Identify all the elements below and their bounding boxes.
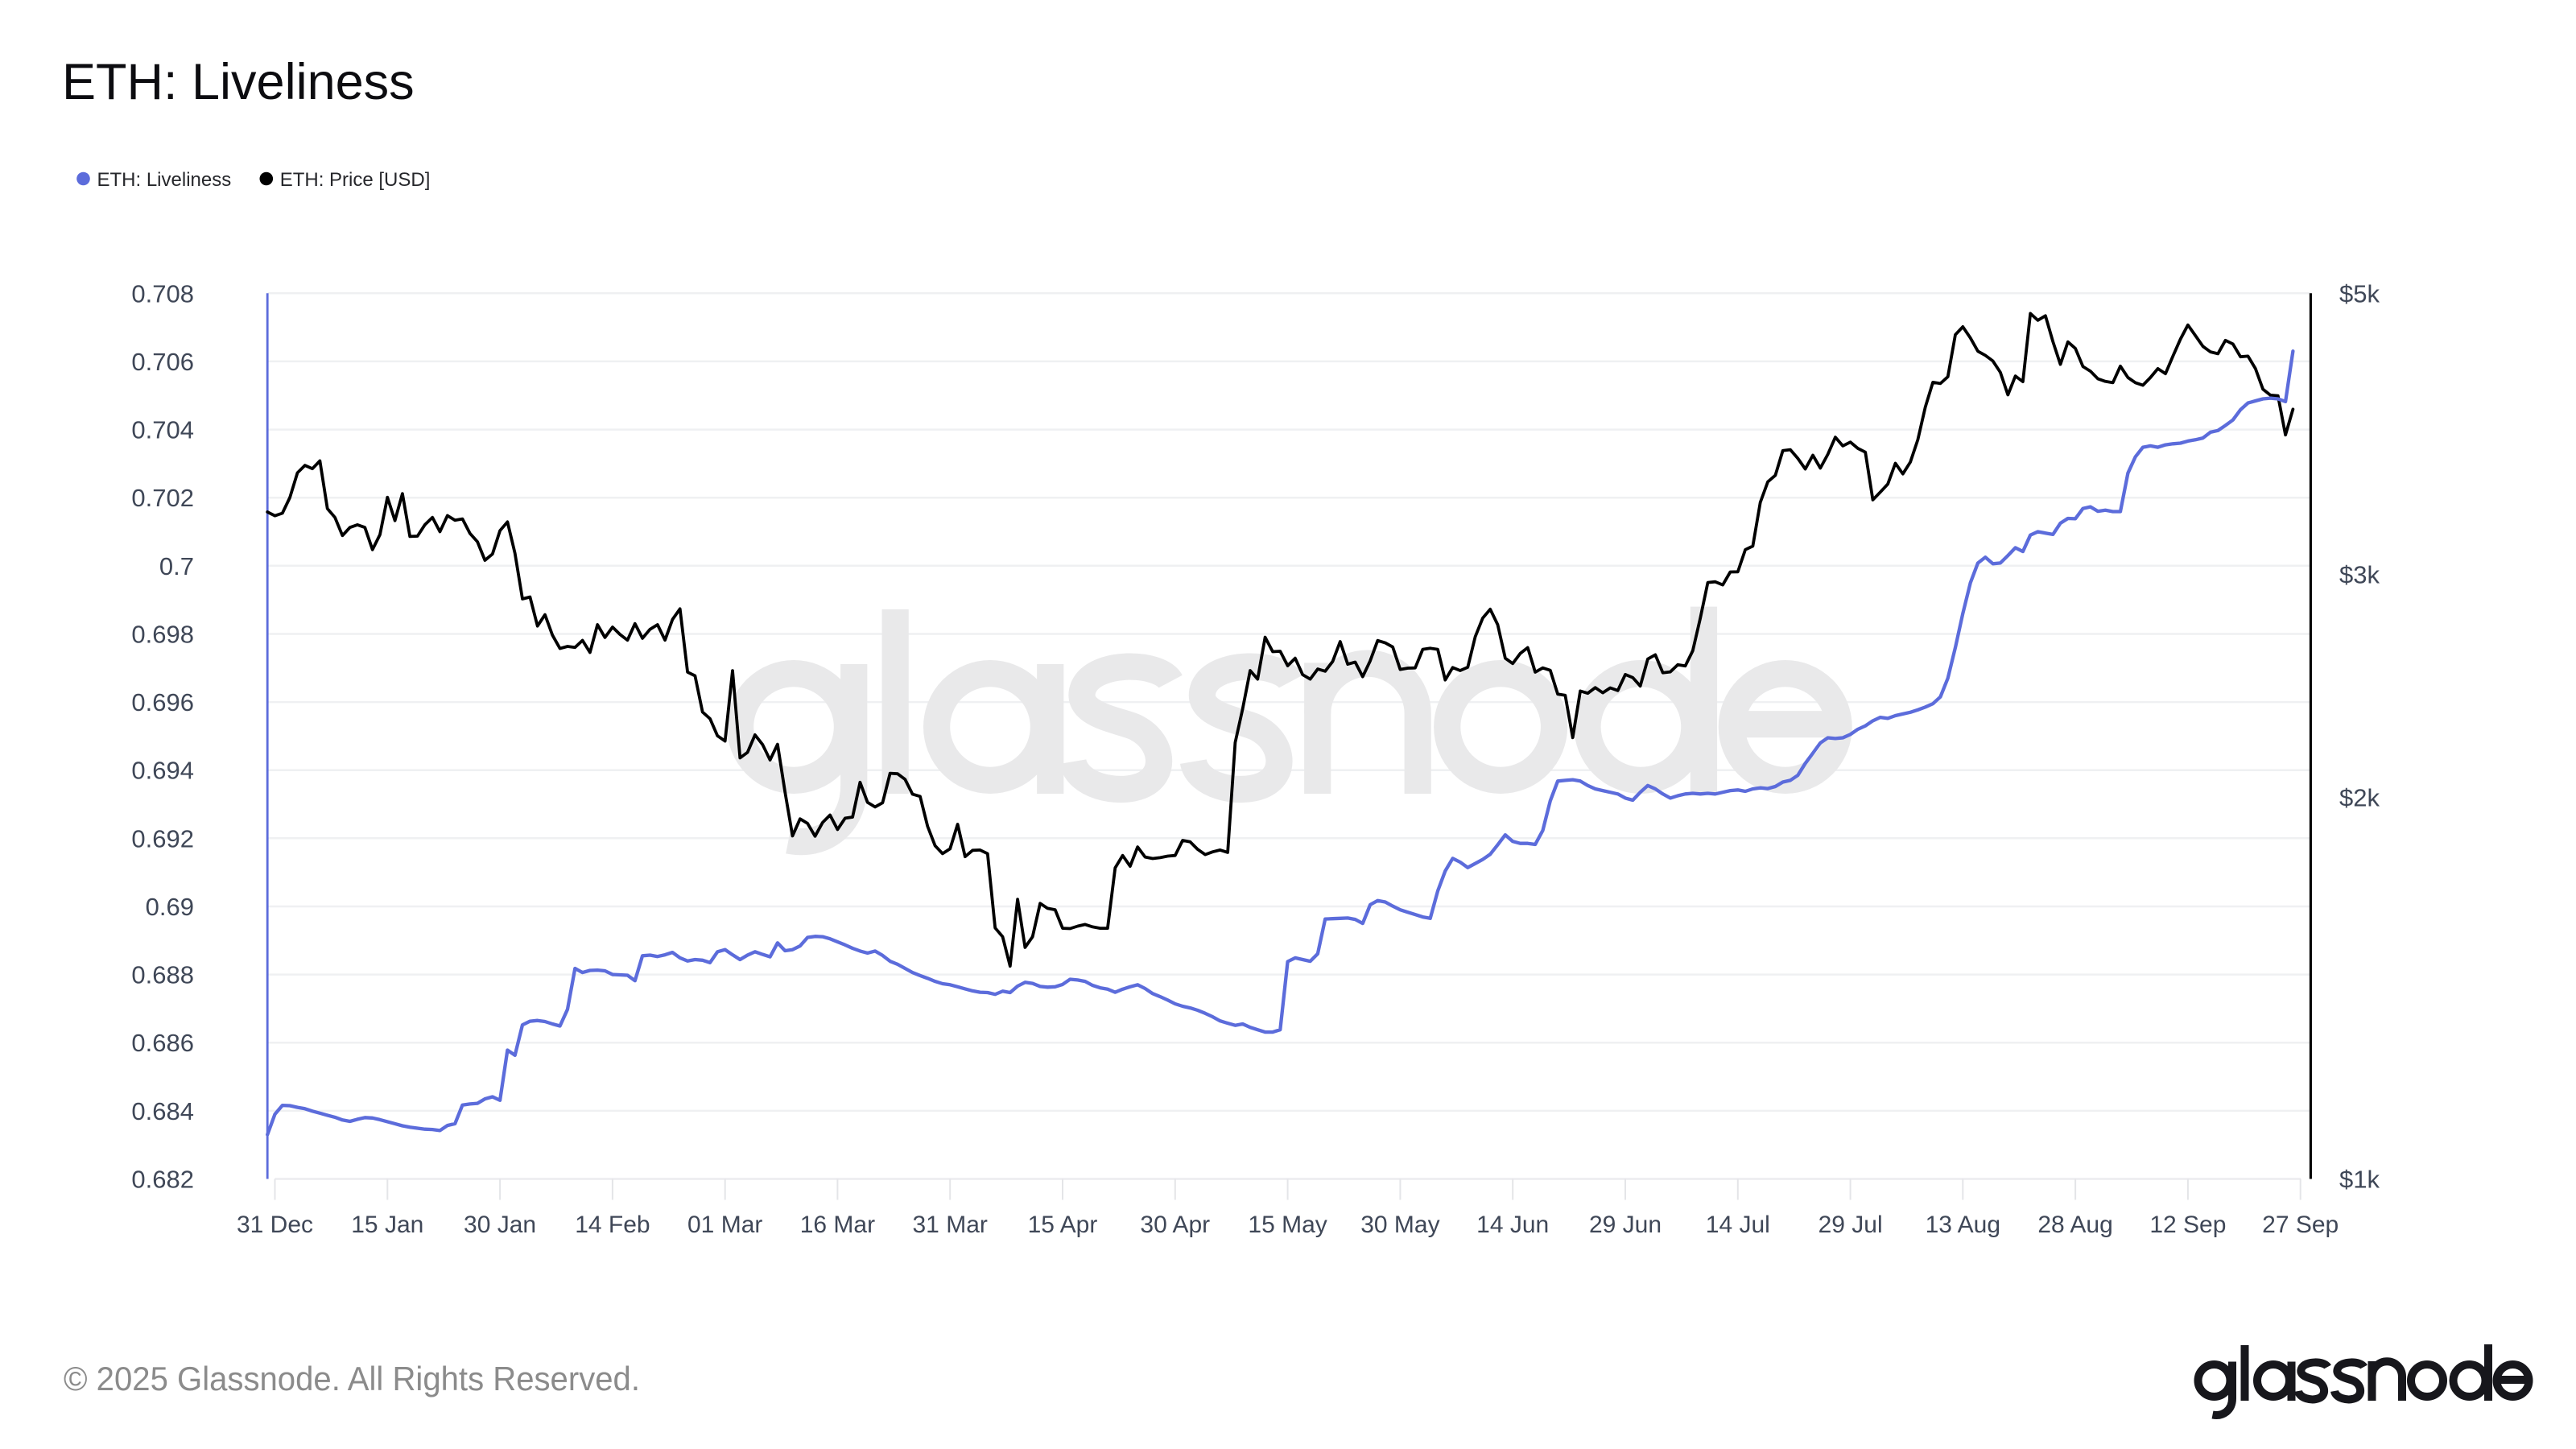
svg-text:0.696: 0.696	[131, 688, 194, 716]
svg-text:16 Mar: 16 Mar	[800, 1212, 875, 1238]
svg-text:29 Jun: 29 Jun	[1589, 1212, 1662, 1238]
svg-text:ETH: Liveliness: ETH: Liveliness	[97, 169, 232, 191]
svg-text:30 Jan: 30 Jan	[464, 1212, 536, 1238]
svg-text:0.688: 0.688	[131, 961, 194, 989]
svg-text:0.7: 0.7	[159, 552, 194, 580]
svg-text:$3k: $3k	[2339, 561, 2380, 589]
svg-text:0.684: 0.684	[131, 1097, 194, 1125]
svg-text:0.706: 0.706	[131, 348, 194, 376]
svg-text:14 Feb: 14 Feb	[575, 1212, 650, 1238]
svg-text:0.69: 0.69	[146, 893, 194, 921]
svg-text:© 2025 Glassnode. All Rights R: © 2025 Glassnode. All Rights Reserved.	[64, 1360, 640, 1397]
svg-text:01 Mar: 01 Mar	[687, 1212, 762, 1238]
svg-text:13 Aug: 13 Aug	[1926, 1212, 2000, 1238]
svg-text:30 May: 30 May	[1360, 1212, 1439, 1238]
svg-text:15 Jan: 15 Jan	[351, 1212, 423, 1238]
svg-text:15 Apr: 15 Apr	[1028, 1212, 1098, 1238]
svg-text:0.708: 0.708	[131, 279, 194, 308]
svg-text:$5k: $5k	[2339, 279, 2380, 308]
svg-text:0.686: 0.686	[131, 1029, 194, 1057]
svg-text:0.702: 0.702	[131, 484, 194, 512]
svg-text:14 Jun: 14 Jun	[1476, 1212, 1549, 1238]
svg-text:28 Aug: 28 Aug	[2037, 1212, 2112, 1238]
svg-text:31 Dec: 31 Dec	[237, 1212, 313, 1238]
svg-text:12 Sep: 12 Sep	[2149, 1212, 2226, 1238]
svg-text:30 Apr: 30 Apr	[1140, 1212, 1210, 1238]
svg-text:$1k: $1k	[2339, 1166, 2380, 1194]
svg-text:ETH: Liveliness: ETH: Liveliness	[62, 54, 415, 110]
svg-text:0.692: 0.692	[131, 824, 194, 852]
svg-text:0.694: 0.694	[131, 757, 194, 785]
svg-text:0.698: 0.698	[131, 621, 194, 649]
svg-text:27 Sep: 27 Sep	[2262, 1212, 2339, 1238]
svg-text:14 Jul: 14 Jul	[1706, 1212, 1770, 1238]
svg-text:31 Mar: 31 Mar	[913, 1212, 988, 1238]
svg-text:$2k: $2k	[2339, 784, 2380, 812]
svg-text:29 Jul: 29 Jul	[1818, 1212, 1883, 1238]
svg-text:15 May: 15 May	[1248, 1212, 1327, 1238]
svg-text:0.682: 0.682	[131, 1166, 194, 1194]
svg-text:ETH: Price [USD]: ETH: Price [USD]	[280, 169, 431, 191]
svg-text:0.704: 0.704	[131, 416, 194, 444]
